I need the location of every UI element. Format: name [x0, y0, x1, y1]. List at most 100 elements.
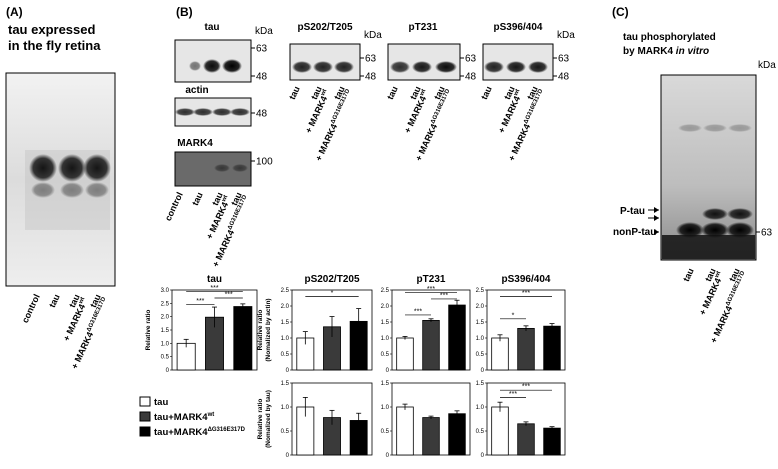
gel-bottom: [662, 235, 755, 259]
y-tick-label: 0: [481, 453, 485, 459]
marker-label: 63: [465, 54, 477, 65]
italic-part: in vitro: [676, 46, 709, 57]
error-bar: [240, 303, 246, 310]
bar: [448, 304, 466, 371]
chart-title: pS396/404: [502, 274, 551, 285]
chart-title: pT231: [417, 274, 446, 285]
lane-text: tau: [47, 293, 62, 309]
band: [726, 222, 754, 238]
superscript: wt: [221, 194, 230, 203]
y-tick-label: 0.5: [281, 352, 290, 358]
bar: [233, 306, 253, 371]
significance-label: ***: [225, 292, 233, 299]
y-tick-label: 1.0: [381, 405, 390, 411]
lane-label: tau+ MARK4wt: [496, 85, 522, 135]
error-bar: [302, 396, 308, 417]
y-tick-label: 1.0: [476, 405, 485, 411]
band: [528, 61, 548, 73]
band: [412, 61, 432, 73]
text-part: tau: [287, 85, 302, 101]
bar: [396, 406, 414, 456]
error-bar: [454, 410, 460, 417]
y-axis-label: (Nomalized by actin): [265, 298, 272, 361]
y-tick-label: 2.5: [381, 288, 390, 294]
blot-title: pS396/404: [494, 22, 543, 33]
marker-label: 48: [365, 72, 377, 83]
text-part: + MARK4: [697, 276, 723, 316]
y-tick-label: 1.5: [476, 381, 485, 387]
y-tick-label: 2.0: [476, 304, 485, 310]
band: [189, 61, 201, 71]
text-part: + MARK4: [313, 122, 339, 162]
lane-label: tau: [681, 267, 696, 283]
band: [678, 124, 702, 132]
kda-label: kDa: [758, 60, 776, 71]
y-tick-label: 1.5: [281, 381, 290, 387]
band: [676, 222, 704, 238]
superscript: wt: [207, 412, 215, 418]
band: [230, 108, 250, 116]
band: [212, 108, 232, 116]
y-tick-label: 2.0: [281, 304, 290, 310]
text-part: tau: [190, 191, 205, 207]
y-tick-label: 0: [386, 453, 390, 459]
significance-label: ***: [427, 286, 435, 293]
blot-title: actin: [185, 85, 208, 96]
lane-text: tau: [681, 267, 696, 283]
panel-title: in the fly retina: [8, 38, 101, 53]
significance-label: ***: [522, 290, 530, 297]
legend-swatch: [139, 426, 151, 437]
significance-label: *: [331, 290, 334, 297]
band: [60, 182, 84, 198]
y-tick-label: 0: [286, 453, 290, 459]
superscript: wt: [320, 88, 329, 97]
kda-label: kDa: [364, 30, 382, 41]
significance-label: ***: [414, 308, 422, 315]
y-tick-label: 1.0: [281, 405, 290, 411]
bar: [396, 337, 414, 371]
band: [292, 61, 312, 73]
error-bar: [402, 403, 408, 410]
error-bar: [549, 323, 555, 329]
error-bar: [212, 306, 217, 328]
significance-label: ***: [522, 384, 530, 391]
y-tick-label: 0: [166, 368, 170, 374]
band: [175, 108, 195, 116]
band: [313, 61, 333, 73]
lane-label: tau+ MARK4wt: [303, 85, 329, 135]
y-axis-label: Relative ratio: [145, 310, 152, 351]
band: [193, 108, 213, 116]
significance-label: *: [512, 312, 515, 319]
panel-label: (A): [6, 5, 23, 19]
bar: [543, 427, 561, 456]
lane-text: tau: [479, 85, 494, 101]
band: [701, 222, 729, 238]
y-tick-label: 0: [286, 368, 290, 374]
blot-title: pT231: [409, 22, 438, 33]
panel-label: (C): [612, 5, 629, 19]
lane-text: control: [163, 191, 185, 223]
band: [232, 164, 248, 172]
error-bar: [549, 426, 555, 430]
band-label: nonP-tau: [613, 227, 656, 238]
marker-label: 63: [256, 44, 268, 55]
y-axis-label: (Nomalized by tau): [265, 390, 272, 448]
marker-label: 63: [558, 54, 570, 65]
y-tick-label: 0.5: [476, 429, 485, 435]
marker-label: 63: [365, 54, 377, 65]
y-tick-label: 1.0: [381, 336, 390, 342]
bar: [517, 327, 535, 371]
y-tick-label: 3.0: [161, 288, 170, 294]
band: [31, 182, 55, 198]
lane-text: control: [20, 293, 42, 325]
lane-label: tau: [190, 191, 205, 207]
text-part: tau: [154, 397, 168, 408]
panel-title: by MARK4 in vitro: [623, 46, 709, 57]
superscript: ΔG316E317D: [208, 427, 246, 433]
panel-title: tau expressed: [8, 22, 95, 37]
lane-label: tau: [479, 85, 494, 101]
text-part: tau: [385, 85, 400, 101]
error-bar: [329, 316, 335, 338]
panel-title: tau phosphorylated: [623, 32, 716, 43]
